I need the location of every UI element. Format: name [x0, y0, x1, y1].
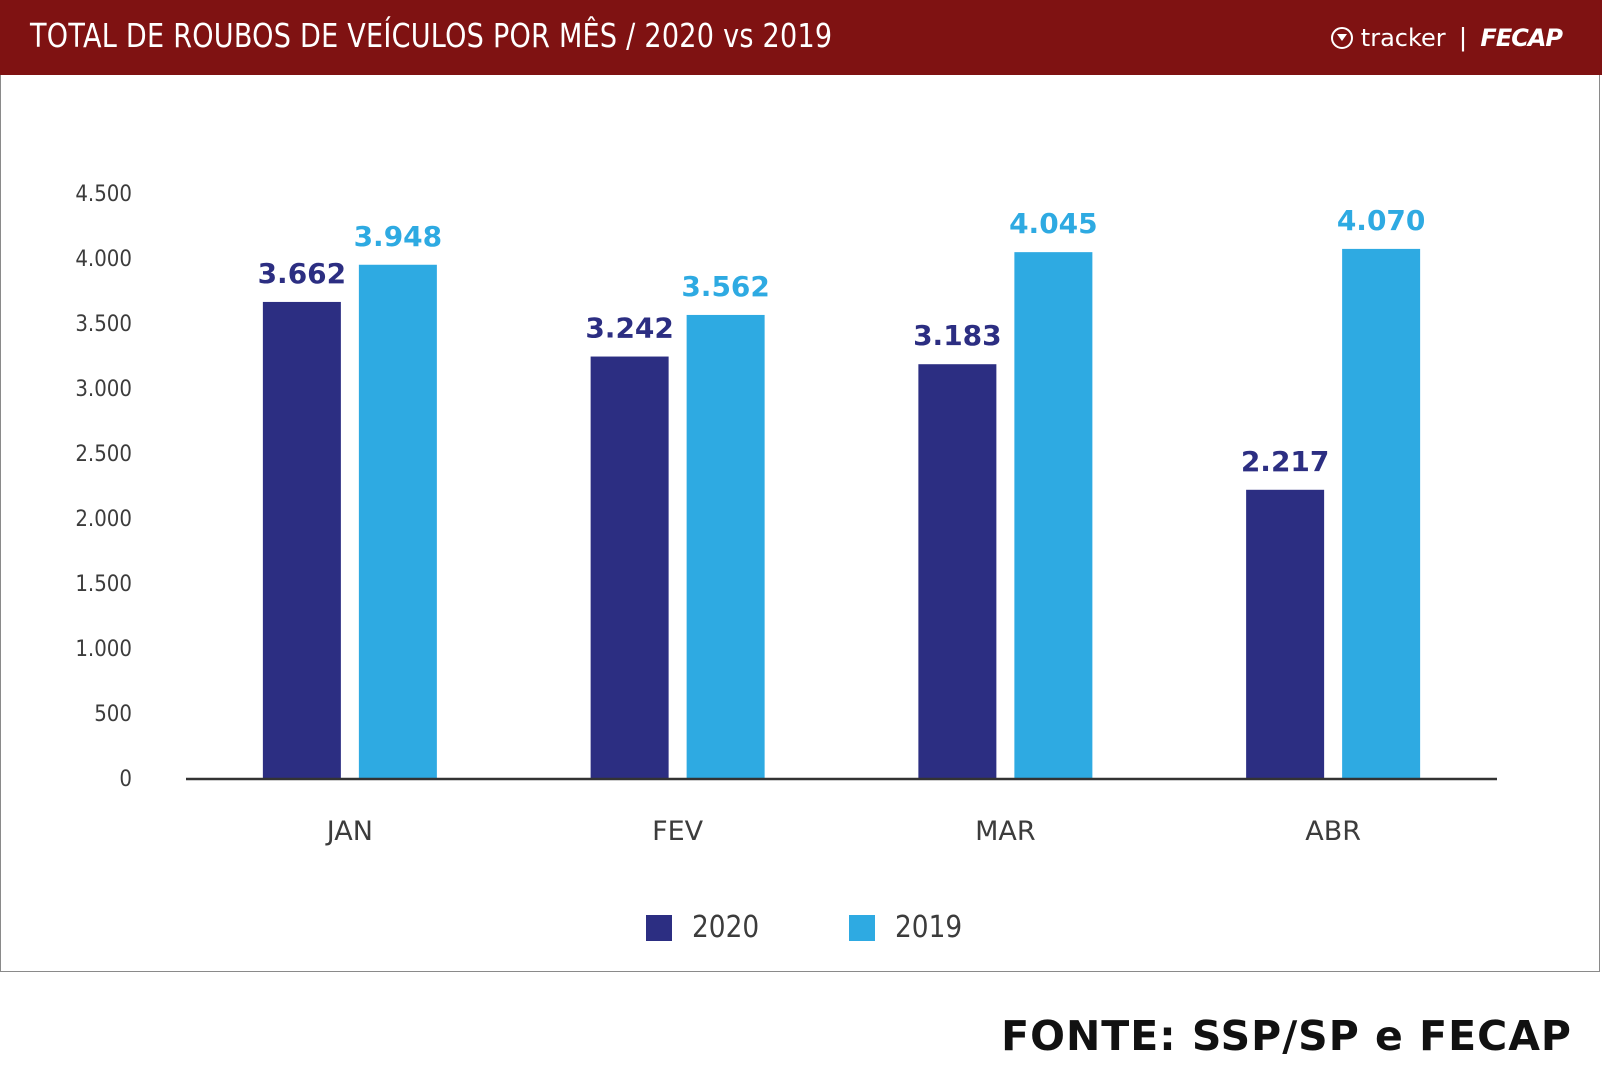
bar-2019-abr [1342, 248, 1421, 778]
y-tick-label: 4.000 [75, 247, 132, 272]
chart-header: TOTAL DE ROUBOS DE VEÍCULOS POR MÊS / 20… [0, 0, 1602, 75]
x-category-label: ABR [1305, 816, 1361, 847]
y-tick-label: 0 [119, 767, 132, 792]
data-label-2020-jan: 3.662 [258, 257, 347, 290]
legend-item-2020: 2020 [646, 910, 768, 945]
legend-swatch-2019 [849, 914, 875, 941]
x-axis-category-labels: JAN FEV MAR ABR [325, 816, 1361, 847]
y-tick-label: 3.500 [75, 312, 132, 337]
data-label-2019-abr: 4.070 [1337, 204, 1426, 237]
bar-2019-fev [686, 314, 765, 778]
x-category-label: MAR [975, 816, 1036, 847]
legend-label-2020: 2020 [692, 910, 760, 945]
tracker-logo-text: tracker [1360, 23, 1446, 52]
data-label-2020-abr: 2.217 [1241, 445, 1330, 478]
legend-swatch-2020 [646, 914, 672, 941]
y-axis-ticks: 0 500 1.000 1.500 2.000 2.500 3.000 3.500 4.000 4… [75, 182, 132, 792]
chart-title: TOTAL DE ROUBOS DE VEÍCULOS POR MÊS / 20… [30, 16, 833, 55]
y-tick-label: 1.500 [75, 572, 132, 597]
data-label-2019-fev: 3.562 [681, 270, 770, 303]
y-tick-label: 4.500 [75, 182, 132, 207]
legend: 2020 2019 [0, 910, 1602, 950]
bar-chart: 0 500 1.000 1.500 2.000 2.500 3.000 3.500 4.000 4… [75, 182, 1497, 847]
bar-2019-jan [358, 264, 437, 778]
legend-item-2019: 2019 [849, 910, 971, 945]
bar-2020-abr [1246, 489, 1325, 778]
tracker-logo-icon [1330, 26, 1353, 49]
y-tick-label: 500 [94, 702, 132, 727]
brand-logos: tracker | FECAP [1330, 22, 1563, 53]
y-tick-label: 2.500 [75, 442, 132, 467]
y-tick-label: 3.000 [75, 377, 132, 402]
data-label-2020-mar: 3.183 [913, 319, 1002, 352]
x-category-label: FEV [652, 816, 704, 847]
bar-2020-fev [590, 356, 669, 778]
legend-label-2019: 2019 [895, 910, 963, 945]
source-note: FONTE: SSP/SP e FECAP [1001, 1012, 1572, 1060]
x-category-label: JAN [325, 816, 373, 847]
y-tick-label: 2.000 [75, 507, 132, 532]
data-label-2019-mar: 4.045 [1009, 207, 1098, 240]
bar-2020-jan [262, 301, 341, 778]
bar-2019-mar [1014, 252, 1093, 778]
brand-separator: | [1459, 22, 1467, 52]
data-label-2020-fev: 3.242 [585, 312, 674, 345]
bars [262, 248, 1421, 778]
fecap-logo-text: FECAP [1480, 23, 1563, 52]
y-tick-label: 1.000 [75, 637, 132, 662]
bar-2020-mar [918, 364, 997, 778]
data-label-2019-jan: 3.948 [354, 220, 443, 253]
